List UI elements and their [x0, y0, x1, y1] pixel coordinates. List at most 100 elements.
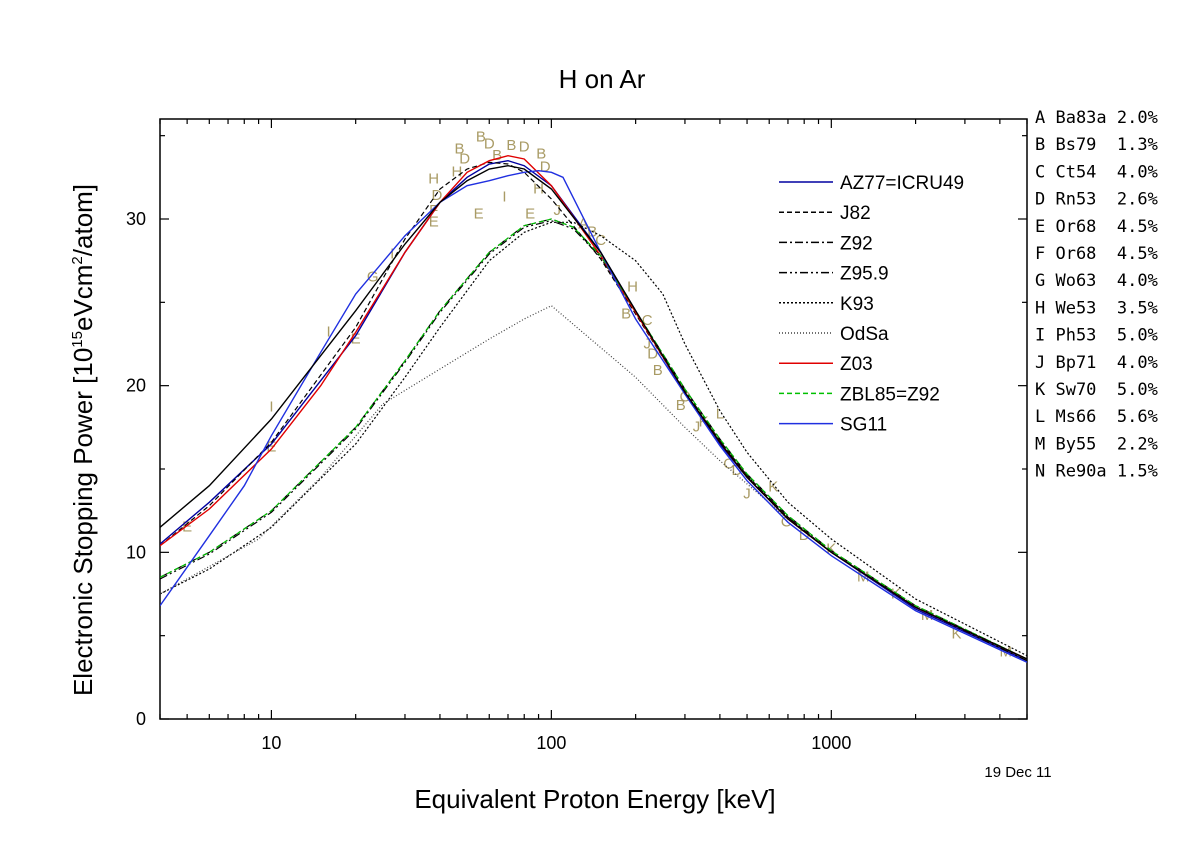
data-point-G: G: [367, 269, 379, 286]
data-point-D: D: [731, 462, 742, 479]
series-line-k93: [160, 221, 1027, 657]
reference-item: F Or68 4.5%: [1035, 244, 1158, 264]
legend-item: K93: [779, 294, 874, 315]
y-axis-label-mid: eVcm: [68, 265, 98, 331]
x-tick-label: 10: [261, 733, 281, 753]
data-point-J: J: [554, 202, 562, 219]
reference-item: J Bp71 4.0%: [1035, 353, 1158, 373]
data-point-E: E: [525, 205, 535, 222]
data-point-I: I: [390, 245, 394, 262]
y-tick-label: 0: [136, 709, 146, 729]
data-point-K: K: [951, 625, 961, 642]
reference-item: M By55 2.2%: [1035, 434, 1158, 454]
reference-item: N Re90a 1.5%: [1035, 462, 1158, 482]
legend-label: AZ77=ICRU49: [840, 173, 964, 194]
plot-frame: [159, 118, 1028, 720]
legend-item: Z92: [779, 233, 873, 254]
data-point-B: B: [455, 140, 465, 157]
series-lines: [160, 154, 1027, 663]
data-point-E: E: [429, 214, 439, 231]
legend-item: SG11: [779, 415, 887, 436]
y-axis-label-prefix: Electronic Stopping Power [10: [68, 348, 98, 696]
data-point-H: H: [533, 180, 544, 197]
data-point-C: C: [595, 232, 606, 249]
data-point-H: H: [428, 170, 439, 187]
data-point-B: B: [536, 145, 546, 162]
series-line-zbl85-z92: [160, 218, 1027, 660]
y-tick-label: 20: [126, 376, 146, 396]
reference-item: A Ba83a 2.0%: [1035, 108, 1158, 128]
data-point-D: D: [540, 159, 551, 176]
data-point-D: D: [647, 345, 658, 362]
data-point-J: J: [643, 335, 651, 352]
data-point-I: I: [326, 324, 330, 341]
series-line-z95-9: [160, 220, 1027, 662]
y-tick-label: 10: [126, 542, 146, 562]
reference-item: K Sw70 5.0%: [1035, 380, 1158, 400]
data-point-D: D: [519, 139, 530, 156]
y-axis-label-suffix: /atom]: [68, 184, 98, 256]
data-point-J: J: [743, 485, 751, 502]
legend-item: ZBL85=Z92: [779, 384, 940, 405]
legend: AZ77=ICRU49 J82 Z92 Z95.9 K93 OdSa Z03 ZBL85=Z9…: [779, 173, 964, 436]
data-point-B: B: [476, 129, 486, 146]
data-point-B: B: [653, 362, 663, 379]
data-point-E: E: [474, 205, 484, 222]
data-point-D: D: [459, 150, 470, 167]
data-point-D: D: [484, 135, 495, 152]
data-point-K: K: [768, 479, 778, 496]
data-point-H: H: [627, 279, 638, 296]
legend-label: Z95.9: [840, 264, 889, 285]
data-point-E: E: [182, 519, 192, 536]
reference-item: L Ms66 5.6%: [1035, 407, 1158, 427]
legend-item: Z03: [779, 354, 873, 375]
data-point-C: C: [781, 514, 792, 531]
legend-label: SG11: [840, 415, 887, 436]
data-point-E: E: [351, 330, 361, 347]
data-point-B: B: [492, 147, 502, 164]
series-line-unlabeled-9: [160, 164, 1027, 660]
x-axis-ticks: 10 100 1000: [159, 119, 1028, 753]
legend-item: Z95.9: [779, 264, 889, 285]
reference-item: D Rn53 2.6%: [1035, 190, 1158, 210]
x-tick-label: 1000: [811, 733, 851, 753]
data-point-J: J: [693, 419, 701, 436]
data-point-L: L: [716, 405, 724, 422]
data-point-C: C: [642, 312, 653, 329]
data-point-H: H: [452, 164, 463, 181]
reference-item: E Or68 4.5%: [1035, 217, 1158, 237]
reference-item: G Wo63 4.0%: [1035, 271, 1158, 291]
x-tick-label: 100: [536, 733, 566, 753]
y-axis-label-exp2: 2: [69, 256, 86, 264]
data-point-B: B: [676, 397, 686, 414]
reference-item: C Ct54 4.0%: [1035, 162, 1158, 182]
y-tick-label: 30: [126, 209, 146, 229]
legend-label: OdSa: [840, 324, 889, 345]
y-axis-ticks: 0 10 20 30: [126, 135, 1027, 729]
data-point-E: E: [266, 439, 276, 456]
data-point-B: B: [621, 305, 631, 322]
data-point-C: C: [680, 389, 691, 406]
reference-item: I Ph53 5.0%: [1035, 326, 1158, 346]
data-point-A: A: [578, 215, 588, 232]
data-point-C: C: [723, 455, 734, 472]
data-point-D: D: [431, 187, 442, 204]
reference-item: B Bs79 1.3%: [1035, 135, 1158, 155]
y-axis-label: Electronic Stopping Power [1015eVcm2/ato…: [68, 184, 98, 696]
date-label: 19 Dec 11: [984, 764, 1051, 781]
x-axis-label: Equivalent Proton Energy [keV]: [414, 784, 775, 814]
reference-item: H We53 3.5%: [1035, 298, 1158, 318]
chart-title: H on Ar: [559, 64, 646, 94]
legend-item: OdSa: [779, 324, 889, 345]
reference-list: A Ba83a 2.0% B Bs79 1.3% C Ct54 4.0% D Rn53…: [1035, 108, 1158, 482]
y-axis-label-exp1: 15: [69, 331, 86, 348]
legend-item: AZ77=ICRU49: [779, 173, 964, 194]
data-point-B: B: [506, 137, 516, 154]
data-point-I: I: [502, 189, 506, 206]
series-line-odsa: [160, 304, 1027, 660]
legend-label: K93: [840, 294, 874, 315]
